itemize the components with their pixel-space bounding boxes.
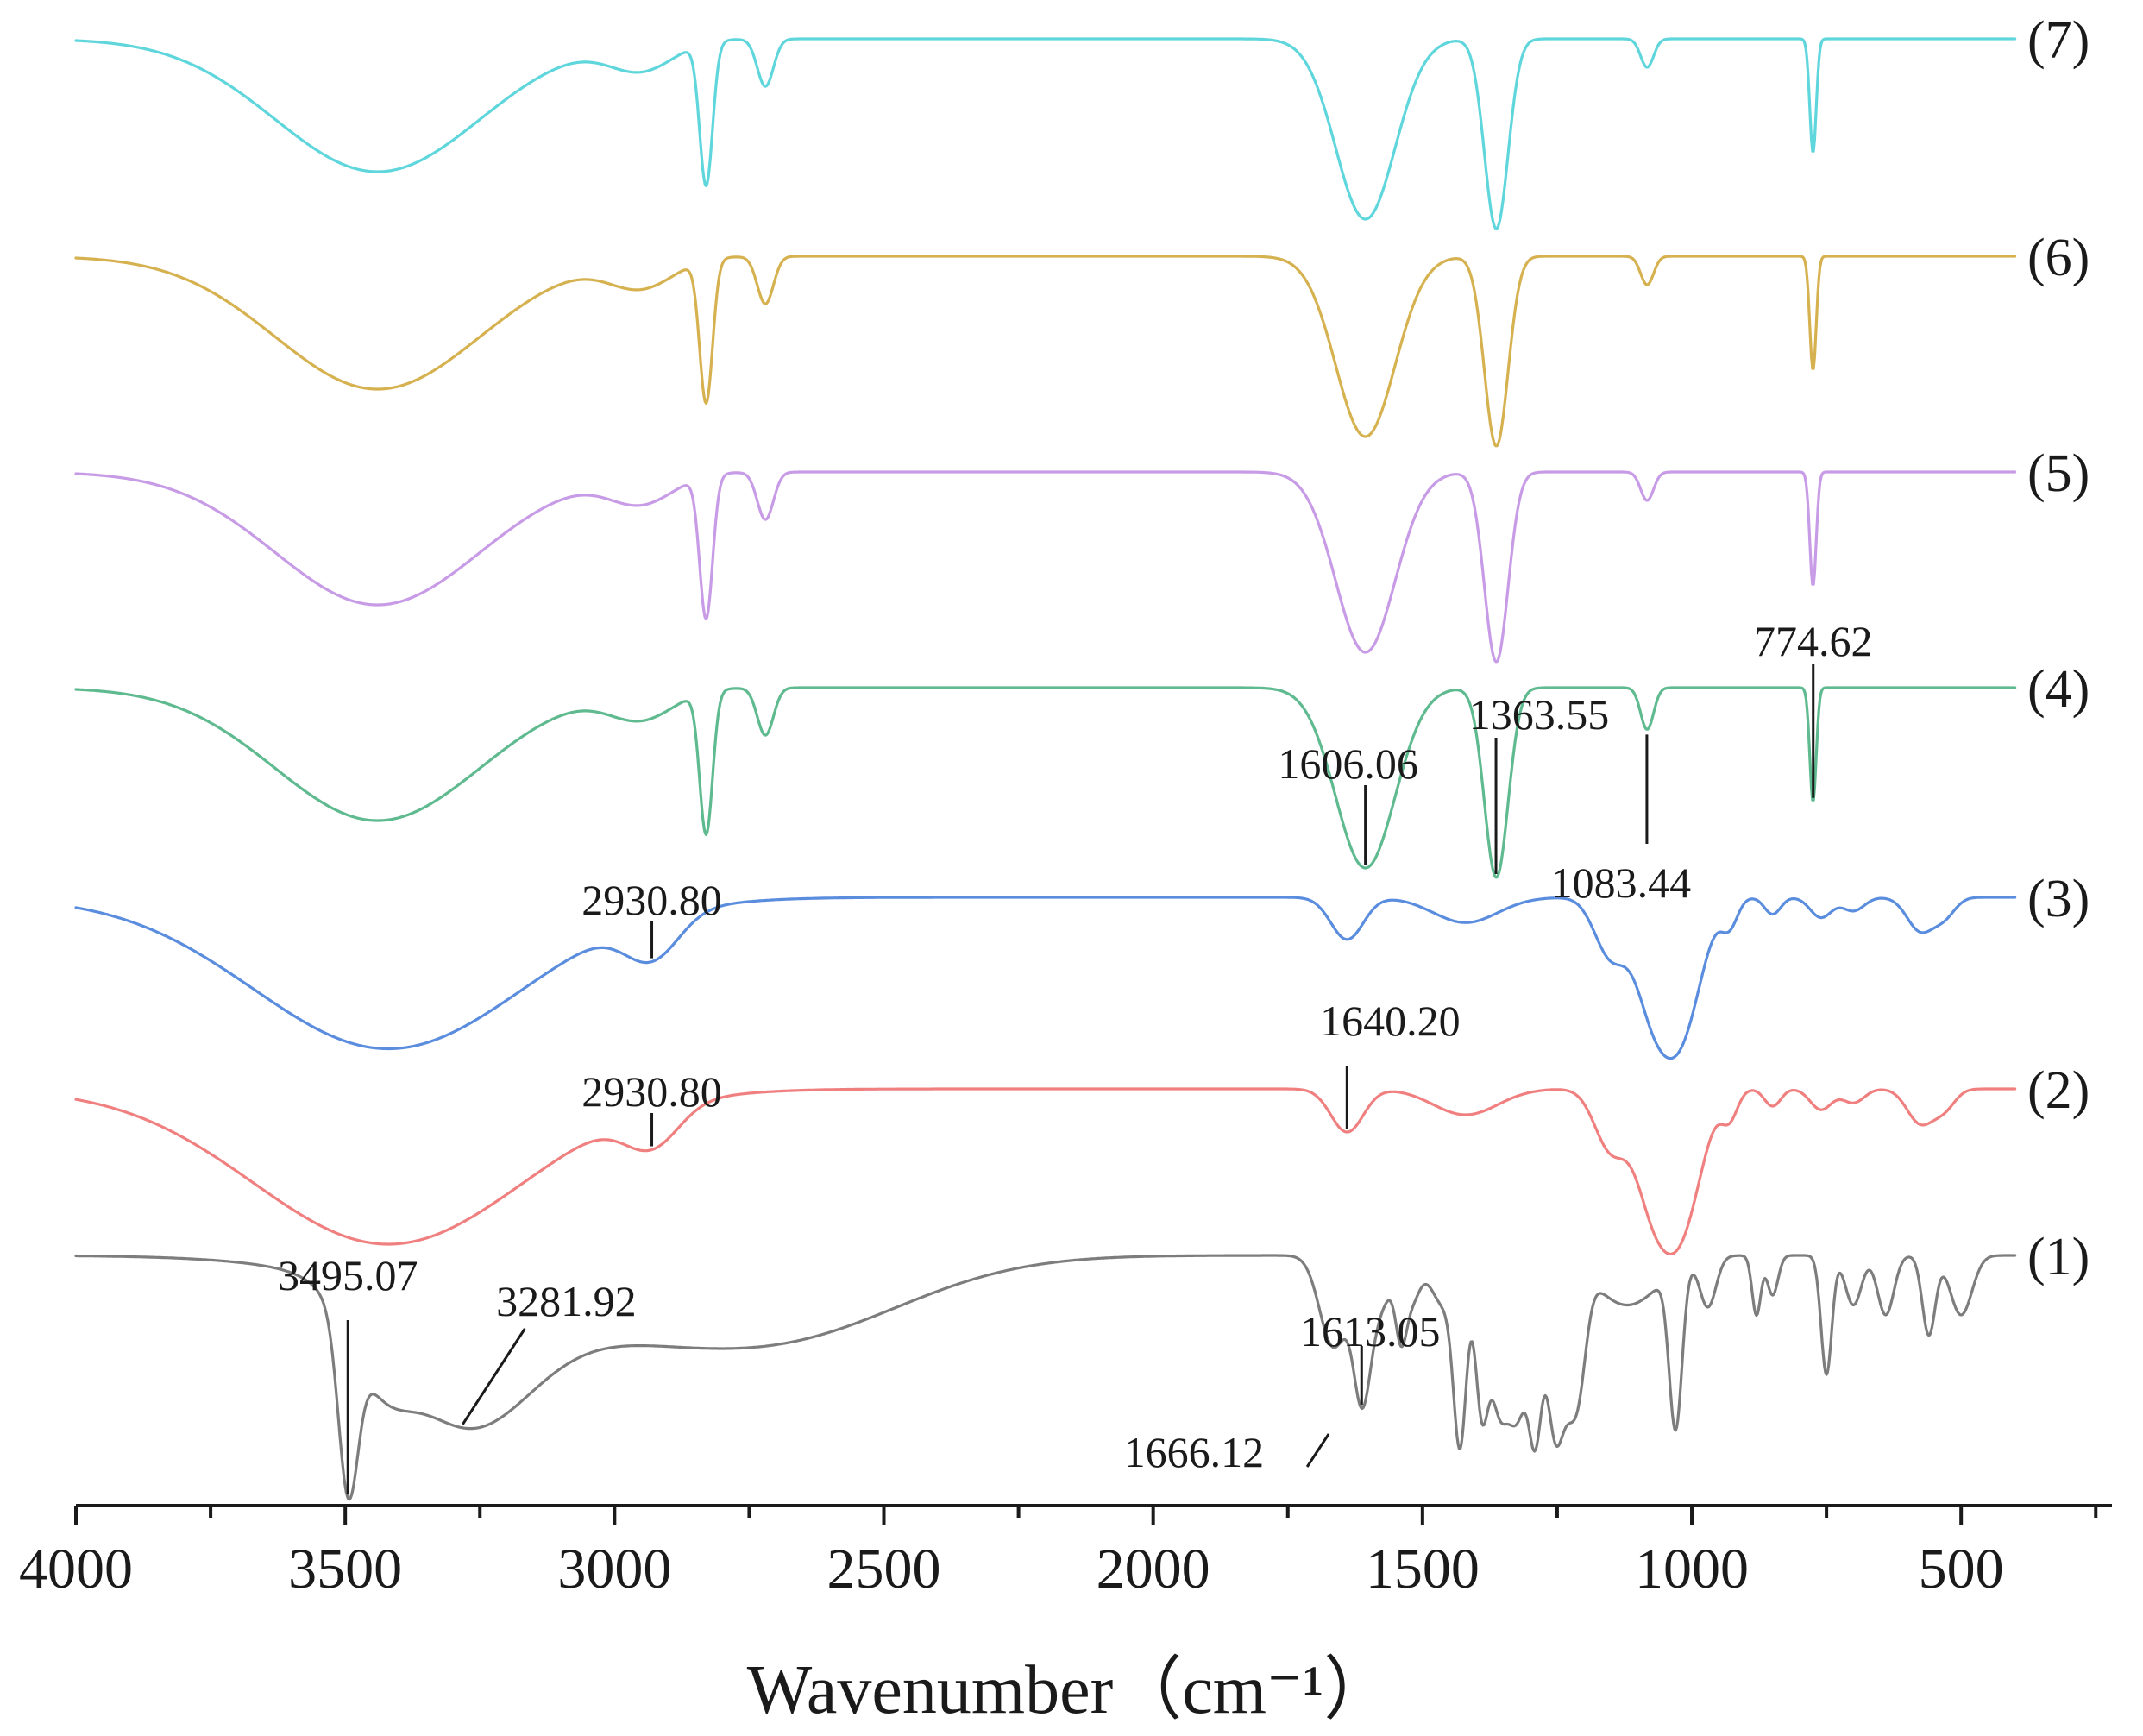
spectrum-line-6	[74, 255, 2017, 448]
peak-label: 1606.06	[1278, 739, 1418, 788]
x-tick-label: 1500	[1366, 1538, 1480, 1601]
series-label-1: (1)	[2027, 1228, 2090, 1286]
series-label-3: (3)	[2027, 870, 2090, 928]
peak-label: 3281.92	[496, 1277, 637, 1325]
spectrum-line-1	[74, 1254, 2017, 1501]
x-axis-title: Wavenumber（cm⁻¹）	[747, 1652, 1392, 1728]
x-tick-label: 3000	[557, 1538, 671, 1601]
peak-label: 1666.12	[1124, 1428, 1265, 1476]
series-label-4: (4)	[2027, 660, 2090, 719]
x-tick-label: 1000	[1635, 1538, 1749, 1601]
peak-label: 1613.05	[1300, 1307, 1441, 1355]
peak-label: 1363.55	[1469, 690, 1610, 739]
x-tick-label: 3500	[288, 1538, 402, 1601]
spectrum-line-3	[74, 896, 2017, 1060]
peak-label: 774.62	[1754, 617, 1873, 665]
x-axis-ticks: 4000 3500 3000 2500 2000 1500 1000 500	[19, 1506, 2098, 1601]
series-label-2: (2)	[2027, 1061, 2090, 1120]
peak-label: 3495.07	[278, 1251, 418, 1299]
series-label-5: (5)	[2027, 444, 2090, 503]
series-label-6: (6)	[2027, 229, 2090, 287]
peak-marker	[462, 1328, 526, 1425]
spectra-series	[74, 37, 2017, 1501]
spectrum-line-5	[74, 470, 2017, 664]
peak-annotations: 3495.07 3281.92 1613.05 1666.12 2930.80 1640.…	[278, 617, 1873, 1495]
spectrum-line-2	[74, 1087, 2017, 1255]
spectrum-line-4	[74, 686, 2017, 879]
series-label-7: (7)	[2027, 11, 2090, 70]
x-axis: 4000 3500 3000 2500 2000 1500 1000 500	[19, 1504, 2112, 1601]
peak-label: 1083.44	[1551, 859, 1692, 907]
series-labels: (1) (2) (3) (4) (5) (6) (7)	[2027, 11, 2090, 1286]
x-tick-label: 2000	[1097, 1538, 1210, 1601]
peak-label: 2930.80	[581, 876, 722, 924]
peak-label: 2930.80	[581, 1067, 722, 1116]
x-tick-label: 500	[1919, 1538, 2004, 1601]
x-tick-label: 4000	[19, 1538, 133, 1601]
x-tick-label: 2500	[827, 1538, 941, 1601]
spectrum-line-7	[74, 37, 2017, 230]
peak-label: 1640.20	[1320, 997, 1461, 1045]
peak-marker	[1305, 1433, 1330, 1468]
